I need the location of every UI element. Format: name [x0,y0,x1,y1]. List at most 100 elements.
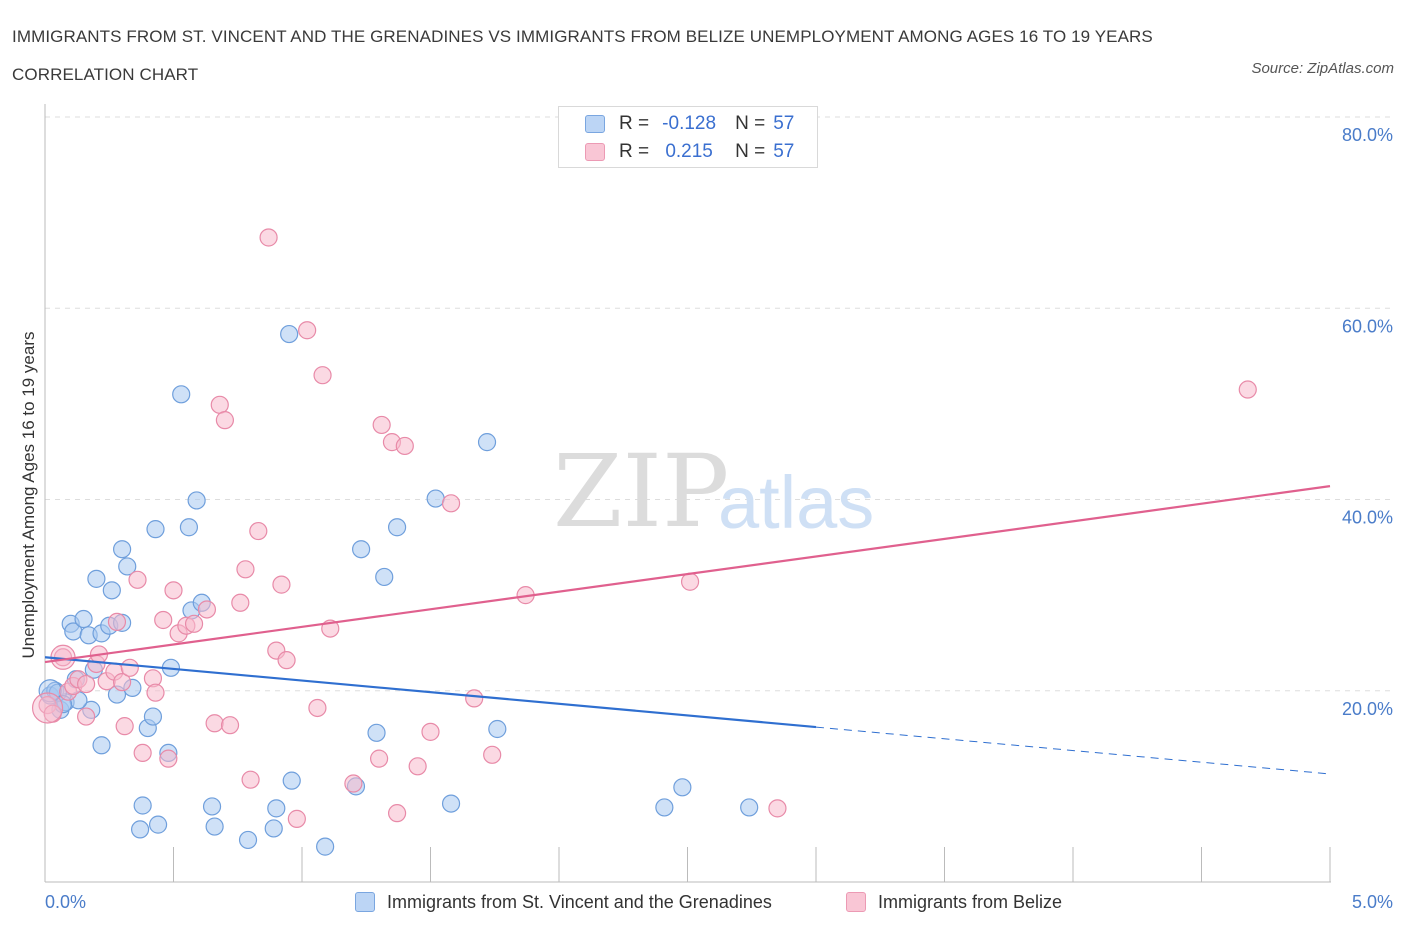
trendlines [44,485,1331,775]
series1-point [146,520,165,539]
series2-point [680,572,700,591]
series2-point [220,716,240,735]
series2-point [210,395,229,414]
series2-point [115,717,134,736]
watermark-atlas: atlas [718,461,874,544]
series2-point [272,575,291,594]
series2-point [77,707,96,726]
series2-point [408,757,427,776]
series2-point [164,581,183,600]
series1-trendline-extension [815,726,1331,775]
series2-point [313,366,332,385]
series2-point [277,651,296,670]
y-tick-label: 60.0% [1342,316,1393,336]
r-label: R = [619,141,650,162]
series1-point [179,518,199,537]
series2-point [370,749,389,768]
series2-point [249,521,268,541]
series2-point [184,614,204,633]
axes [44,104,1331,883]
r-value: 0.215 [665,141,713,162]
legend-item-series1: Immigrants from St. Vincent and the Gren… [355,888,772,916]
series2-point [395,436,414,456]
series2-point [77,674,96,694]
x-tick-label: 0.0% [45,892,86,912]
series1-point [102,581,121,600]
series1-point [375,567,394,587]
series1-point [92,736,111,755]
series2-point [308,698,327,718]
y-tick-label: 20.0% [1342,699,1393,719]
series1-point [148,815,168,834]
series2-point [154,610,173,630]
series2-legend-swatch [846,892,866,912]
series1-point [74,609,93,629]
series1-point [130,820,150,839]
y-tick-labels: 20.0% 40.0% 60.0% 80.0% [1342,125,1393,719]
n-value: 57 [773,141,795,162]
series2-point [483,745,502,764]
series1-point [477,433,497,452]
series2-point [441,494,461,513]
series1-point [143,707,163,726]
series1-point [367,723,386,742]
x-tick-label: 5.0% [1352,892,1393,912]
series2-trendline [44,485,1331,664]
series2-point [298,321,317,340]
series1-point [264,819,283,838]
legend-row-series1: R = -0.128 N = 57 [585,111,794,137]
n-label: N = [735,113,766,134]
series2-point [128,570,147,589]
series1-point [172,385,191,404]
r-label: R = [619,113,650,134]
series1-point [133,796,152,815]
chart-title: IMMIGRANTS FROM ST. VINCENT AND THE GREN… [12,27,1153,84]
series1-point [282,771,301,790]
series1-point [267,799,286,818]
legend-item-series2: Immigrants from Belize [846,888,1062,916]
series2-point [287,809,306,828]
series1-legend-swatch [355,892,375,912]
n-label: N = [735,141,766,162]
series2-point [215,411,234,430]
series1-swatch [585,115,605,133]
series1-trendline [44,656,817,729]
series2-point [197,600,217,619]
series1-point [740,798,759,817]
series2-point [112,673,132,692]
series2-point [120,658,139,677]
source-label: Source: ZipAtlas.com [1251,60,1394,77]
series1-legend-label: Immigrants from St. Vincent and the Gren… [387,891,772,912]
series1-point [202,797,222,816]
y-tick-label: 80.0% [1342,125,1393,145]
series2-point [259,228,278,247]
series2-point [768,799,787,818]
series2-legend-label: Immigrants from Belize [878,891,1063,912]
series2-point [372,415,391,435]
y-axis-label: Unemployment Among Ages 16 to 19 years [19,332,38,659]
watermark: ZIP atlas [553,433,874,550]
y-tick-label: 40.0% [1342,508,1393,528]
series1-point [118,557,137,576]
series2-point [1238,380,1257,399]
series2-point [344,774,363,793]
series2-point [107,612,127,632]
r-value: -0.128 [662,113,717,134]
series1-point [87,569,106,588]
series2-point [387,804,407,823]
n-value: 57 [773,113,795,134]
series1-point [112,540,132,559]
series2-point [241,770,260,789]
series1-point [441,794,461,813]
series2-point [205,714,224,733]
watermark-zip: ZIP [553,433,729,550]
series1-point [238,830,258,850]
series2-point-large [31,692,64,724]
series2-swatch [585,143,605,161]
series2-point [231,593,250,612]
series2-point [465,689,484,708]
legend-row-series2: R = 0.215 N = 57 [585,139,794,165]
series1-points [38,324,759,856]
series1-point [488,719,507,739]
